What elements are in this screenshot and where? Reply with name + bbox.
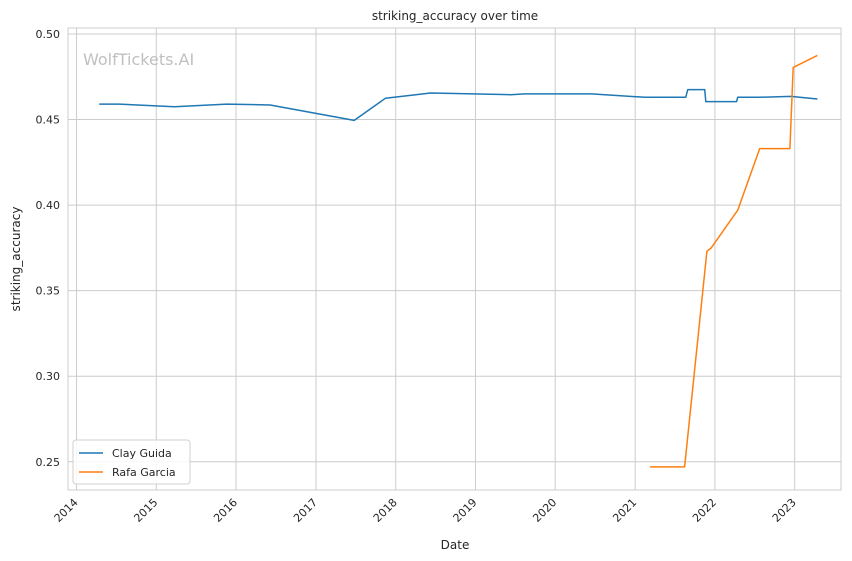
- legend-label-rafa-garcia: Rafa Garcia: [112, 466, 176, 479]
- y-tick-label: 0.40: [36, 199, 61, 212]
- y-axis-ticks: 0.25 0.30 0.35 0.40 0.45 0.50: [36, 28, 61, 469]
- legend: Clay Guida Rafa Garcia: [72, 439, 191, 485]
- y-tick-label: 0.45: [36, 114, 61, 127]
- series-line-clay-guida: [99, 88, 818, 122]
- legend-box: [72, 439, 191, 485]
- watermark: WolfTickets.AI: [83, 50, 194, 69]
- y-tick-label: 0.50: [36, 28, 61, 41]
- series-layer: [99, 54, 818, 468]
- y-tick-label: 0.30: [36, 370, 61, 383]
- y-tick-label: 0.35: [36, 285, 61, 298]
- y-tick-label: 0.25: [36, 456, 61, 469]
- legend-label-clay-guida: Clay Guida: [112, 447, 172, 460]
- chart-title: striking_accuracy over time: [372, 9, 538, 23]
- plot-area-frame: [67, 27, 842, 491]
- y-axis-label: striking_accuracy: [9, 207, 23, 312]
- x-axis-label: Date: [441, 538, 470, 552]
- series-line-rafa-garcia: [650, 54, 818, 468]
- x-axis-ticks: 2014 2015 2016 2017 2018 2019 2020 2021 2022 2023: [52, 496, 799, 525]
